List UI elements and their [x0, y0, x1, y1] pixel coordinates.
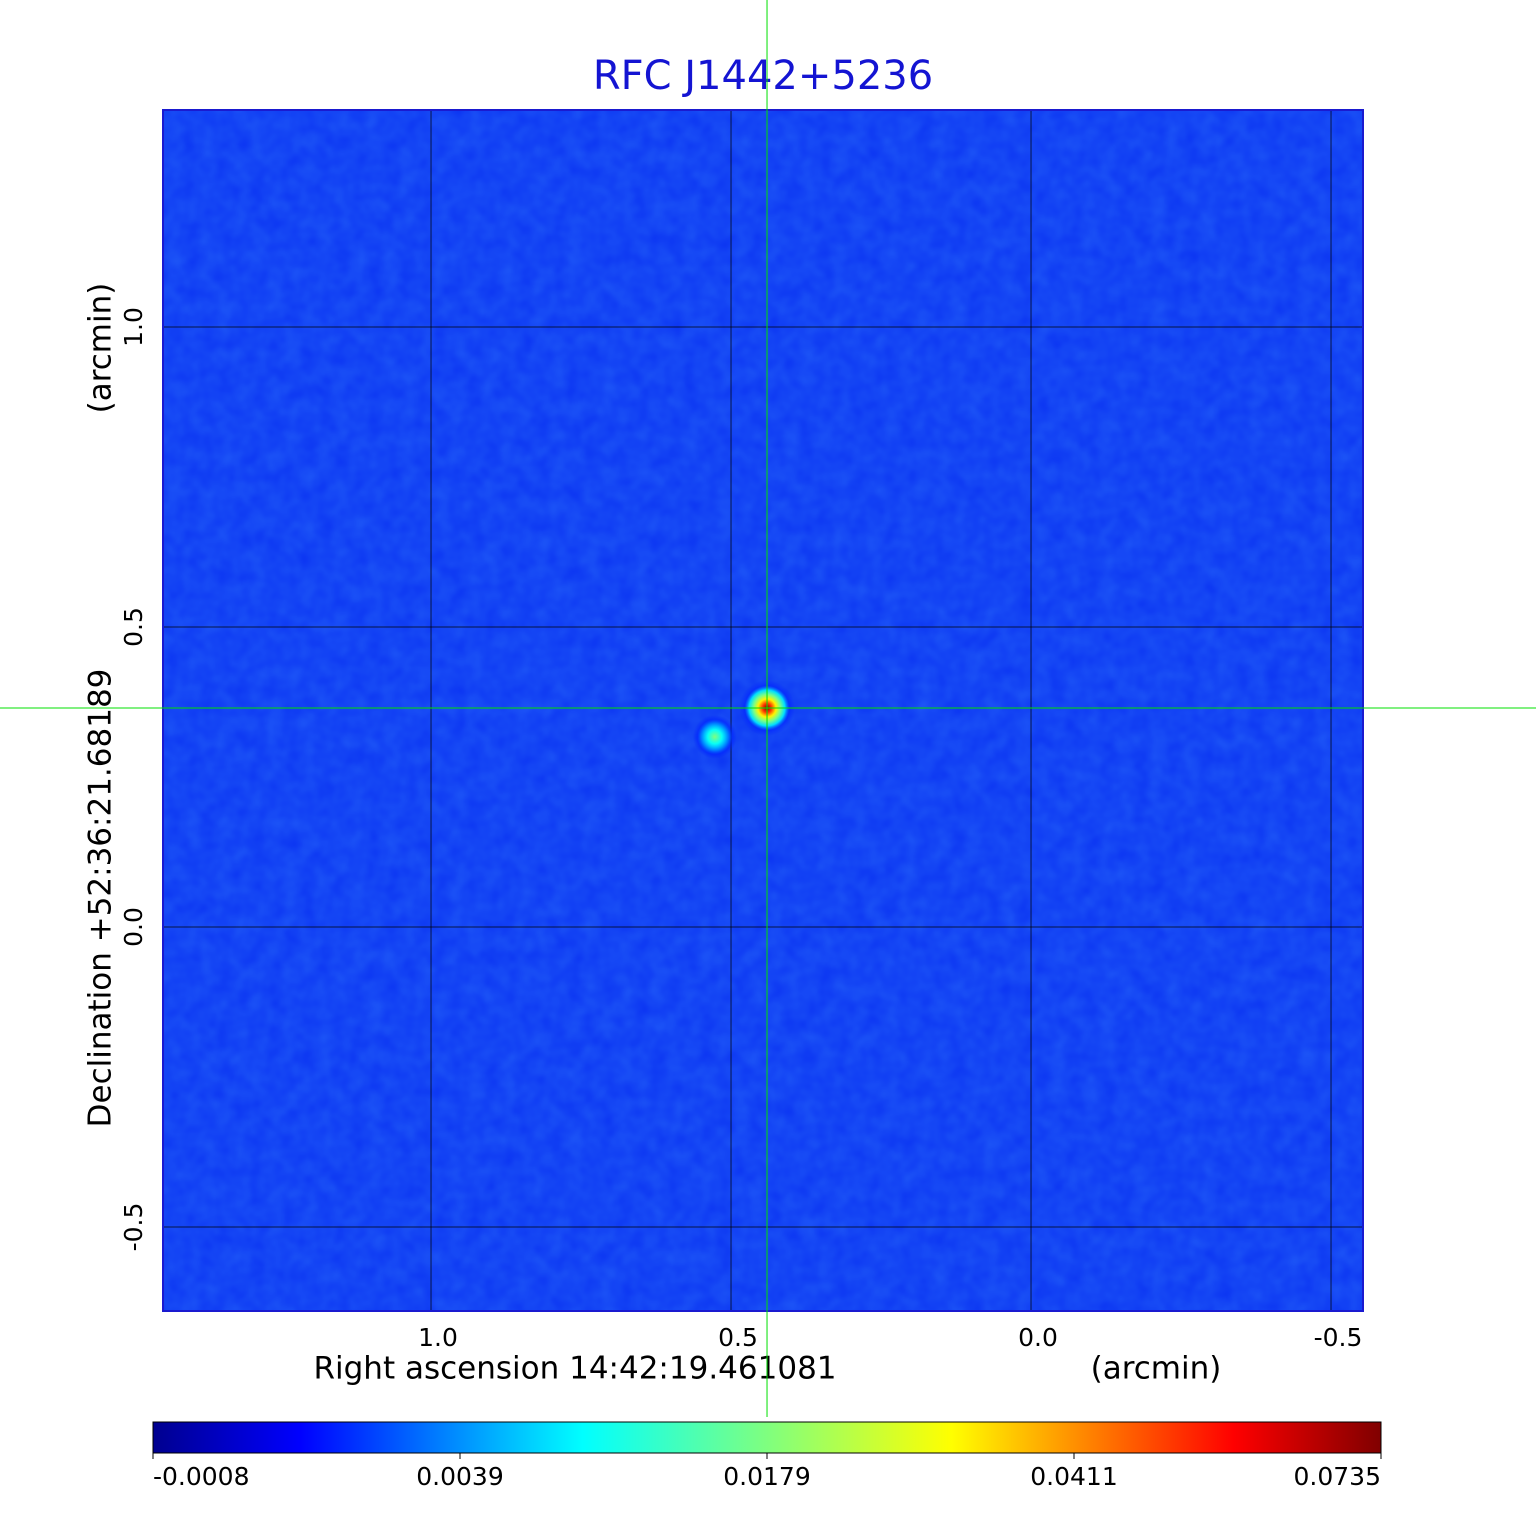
y-axis-unit: (arcmin) [83, 283, 119, 414]
plot-frame [162, 109, 1364, 1312]
colorbar-tick-label: 0.0039 [416, 1462, 503, 1491]
colorbar-tick-label: 0.0735 [1294, 1462, 1381, 1491]
y-tick-label: -0.5 [119, 1203, 148, 1252]
x-tick-label: 0.0 [1018, 1323, 1058, 1352]
colorbar [152, 1421, 1382, 1454]
x-tick-label: 1.0 [418, 1323, 458, 1352]
source [692, 714, 737, 759]
colorbar-tick-label: 0.0179 [723, 1462, 810, 1491]
colorbar-tick-label: 0.0411 [1030, 1462, 1117, 1491]
x-tick-label: 0.5 [718, 1323, 758, 1352]
y-axis-label: Declination +52:36:21.68189 [83, 669, 119, 1128]
y-tick-label: 0.5 [119, 607, 148, 647]
x-tick-label: -0.5 [1314, 1323, 1363, 1352]
y-tick-label: 1.0 [119, 307, 148, 347]
chart-title: RFC J1442+5236 [593, 53, 933, 99]
colorbar-tick-label: -0.0008 [153, 1462, 250, 1491]
x-axis-label: Right ascension 14:42:19.461081 [313, 1351, 836, 1387]
y-tick-label: 0.0 [119, 907, 148, 947]
x-axis-unit: (arcmin) [1091, 1351, 1222, 1387]
